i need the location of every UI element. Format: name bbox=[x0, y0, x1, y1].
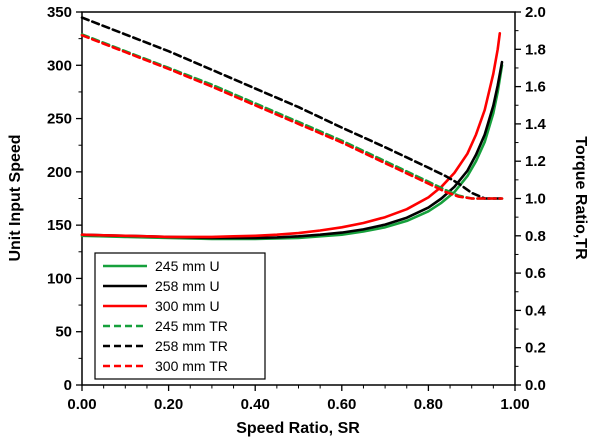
left-y-tick-label: 150 bbox=[47, 217, 72, 234]
x-tick-label: 1.00 bbox=[500, 396, 529, 413]
series-245-mm-u bbox=[80, 64, 504, 241]
series-300-mm-tr bbox=[80, 34, 504, 200]
right-y-tick-label: 2.0 bbox=[525, 4, 546, 21]
left-y-tick-label: 200 bbox=[47, 164, 72, 181]
axis-ticks: 0.00 0.20 0.40 0.60 0.80 1.00 0 50 100 150 200 250 3… bbox=[47, 4, 547, 413]
right-y-tick-label: 0.6 bbox=[525, 265, 546, 282]
left-y-tick-label: 50 bbox=[55, 324, 72, 341]
x-axis-title: Speed Ratio, SR bbox=[236, 420, 360, 437]
legend-label: 258 mm TR bbox=[155, 338, 228, 354]
right-y-tick-label: 0.0 bbox=[525, 377, 546, 394]
legend-label: 258 mm U bbox=[155, 278, 220, 294]
right-y-tick-label: 1.0 bbox=[525, 191, 546, 208]
series-258-mm-tr bbox=[80, 16, 504, 200]
right-y-axis-title: Torque Ratio,TR bbox=[572, 136, 589, 260]
left-y-tick-label: 300 bbox=[47, 57, 72, 74]
right-y-tick-label: 0.8 bbox=[525, 228, 546, 245]
x-tick-label: 0.40 bbox=[241, 396, 270, 413]
left-y-axis-title: Unit Input Speed bbox=[7, 134, 24, 262]
right-y-tick-label: 1.4 bbox=[525, 116, 547, 133]
legend-box bbox=[94, 252, 266, 380]
left-y-tick-label: 0 bbox=[64, 377, 72, 394]
left-y-tick-label: 250 bbox=[47, 111, 72, 128]
x-tick-label: 0.60 bbox=[327, 396, 356, 413]
x-tick-label: 0.80 bbox=[414, 396, 443, 413]
right-y-tick-label: 0.4 bbox=[525, 302, 547, 319]
legend-label: 245 mm TR bbox=[155, 318, 228, 334]
series-258-mm-u bbox=[80, 60, 504, 240]
x-tick-label: 0.00 bbox=[67, 396, 96, 413]
x-tick-label: 0.20 bbox=[154, 396, 183, 413]
left-y-tick-label: 350 bbox=[47, 4, 72, 21]
legend: 245 mm U 258 mm U 300 mm U 245 mm TR 258 mm … bbox=[94, 252, 266, 380]
left-y-tick-label: 100 bbox=[47, 270, 72, 287]
series-300-mm-u bbox=[80, 31, 502, 239]
legend-label: 300 mm U bbox=[155, 298, 220, 314]
right-y-tick-label: 1.6 bbox=[525, 79, 546, 96]
legend-label: 245 mm U bbox=[155, 258, 220, 274]
right-y-tick-label: 1.2 bbox=[525, 153, 546, 170]
right-y-tick-label: 1.8 bbox=[525, 41, 546, 58]
right-y-tick-label: 0.2 bbox=[525, 340, 546, 357]
legend-label: 300 mm TR bbox=[155, 358, 228, 374]
